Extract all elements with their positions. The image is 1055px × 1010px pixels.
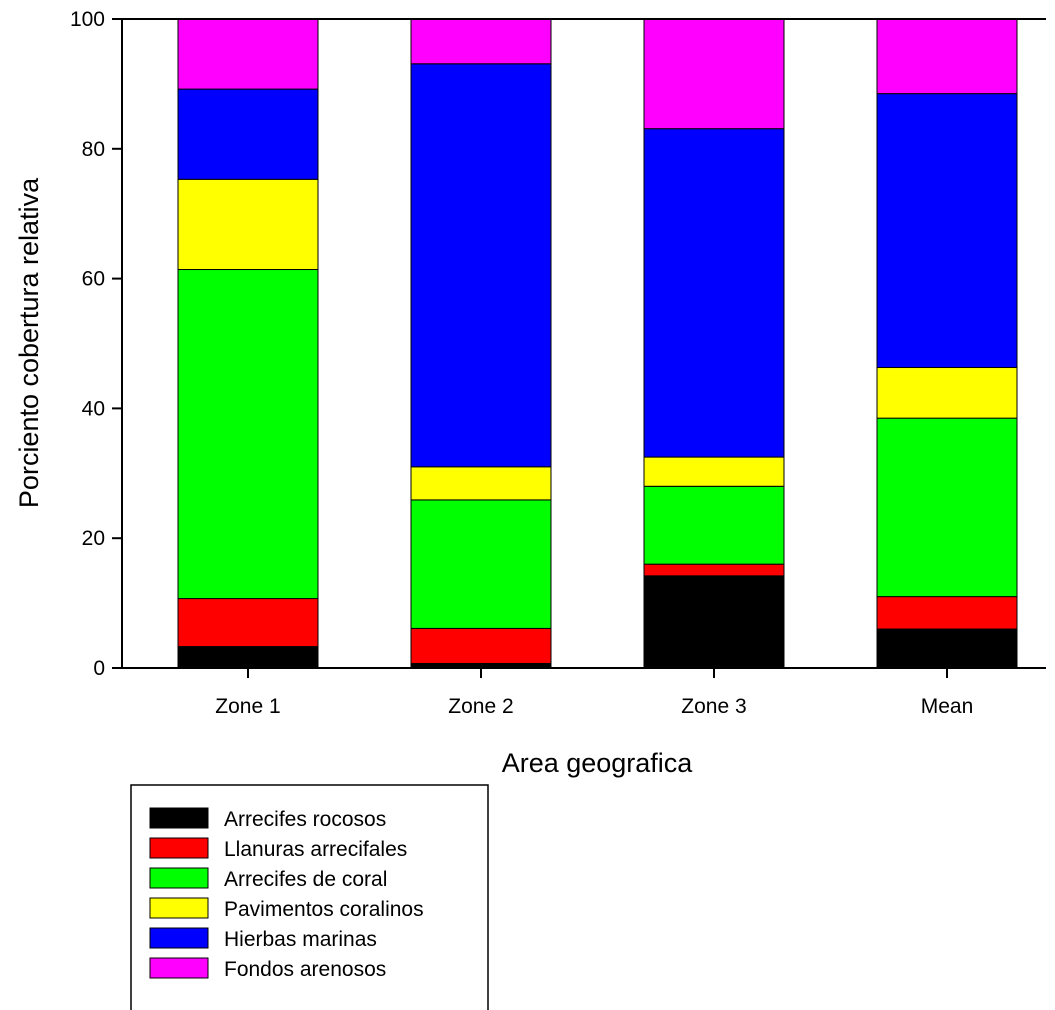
axes-layer — [121, 18, 1046, 669]
legend-label: Arrecifes rocosos — [224, 808, 386, 831]
bar-segment-2-3 — [643, 563, 785, 577]
legend-label: Pavimentos coralinos — [224, 898, 424, 921]
bar-segment-1-4 — [876, 628, 1018, 669]
x-tick-label: Zone 3 — [681, 695, 746, 718]
y-axis-title: Porciento cobertura relativa — [14, 177, 44, 508]
bar-segment-4-3 — [643, 456, 785, 487]
x-tick-label: Zone 1 — [215, 695, 280, 718]
y-tick-label: 60 — [82, 268, 105, 291]
legend-label: Arrecifes de coral — [224, 868, 387, 891]
bar-segment-3-4 — [876, 417, 1018, 598]
legend-swatch — [149, 897, 209, 919]
legend-label: Fondos arenosos — [224, 958, 386, 981]
bar-segment-4-2 — [410, 466, 552, 501]
bar-segment-6-4 — [876, 18, 1018, 95]
y-tick-label: 0 — [93, 657, 105, 680]
legend-swatch — [149, 837, 209, 859]
bar-segment-5-2 — [410, 63, 552, 468]
bar-segment-4-4 — [876, 367, 1018, 419]
legend-swatch — [149, 867, 209, 889]
bar-segment-6-2 — [410, 18, 552, 65]
y-tick-label: 80 — [82, 138, 105, 161]
legend-frame — [130, 784, 489, 1010]
legend-label: Llanuras arrecifales — [224, 838, 407, 861]
legend-swatch — [149, 927, 209, 949]
bar-segment-4-1 — [177, 178, 319, 271]
x-tick-label: Mean — [921, 695, 974, 718]
x-tick-label: Zone 2 — [448, 695, 513, 718]
bar-segment-5-1 — [177, 88, 319, 180]
y-tick-label: 20 — [82, 527, 105, 550]
legend-label: Hierbas marinas — [224, 928, 377, 951]
legend: Arrecifes rocosos Llanuras arrecifales Arr… — [130, 784, 489, 1010]
y-tick-label: 100 — [70, 8, 105, 31]
legend-swatch — [149, 957, 209, 979]
bar-segment-3-3 — [643, 485, 785, 565]
bar-segment-6-3 — [643, 18, 785, 130]
bar-segment-1-3 — [643, 575, 785, 669]
bar-segment-2-1 — [177, 598, 319, 648]
bars-layer — [177, 18, 1018, 669]
legend-swatch — [149, 807, 209, 829]
bar-segment-2-4 — [876, 596, 1018, 630]
y-ticks: 0 20 40 60 80 100 — [70, 8, 122, 680]
bar-segment-3-1 — [177, 269, 319, 600]
bar-segment-1-1 — [177, 646, 319, 669]
y-tick-label: 40 — [82, 397, 105, 420]
bar-segment-5-4 — [876, 93, 1018, 369]
x-ticks: Zone 1 Zone 2 Zone 3 Mean — [215, 668, 973, 718]
bar-segment-5-3 — [643, 128, 785, 458]
bar-segment-2-2 — [410, 627, 552, 664]
bar-segment-6-1 — [177, 18, 319, 90]
x-axis-title: Area geografica — [502, 748, 694, 778]
bar-segment-3-2 — [410, 499, 552, 629]
